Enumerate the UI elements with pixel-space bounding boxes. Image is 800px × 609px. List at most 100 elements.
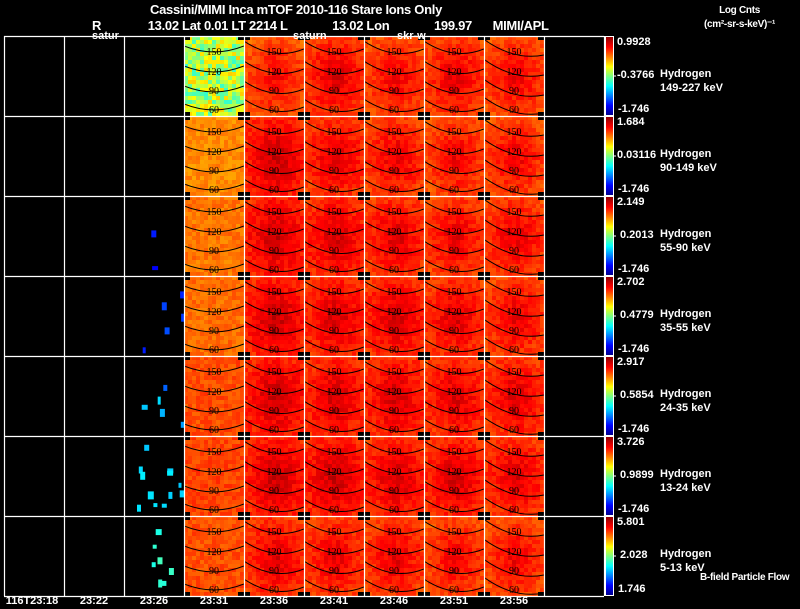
image-tile (304, 276, 364, 356)
image-tile (184, 516, 244, 596)
contour-label: 60 (269, 505, 279, 516)
contour-label: 90 (449, 326, 459, 337)
contour-label: 120 (447, 467, 462, 478)
contour-label: 150 (267, 127, 282, 138)
sparse-data-dot (164, 327, 170, 335)
image-tile (364, 276, 424, 356)
contour-label: 60 (509, 185, 519, 196)
sparse-data-dot (152, 266, 159, 271)
contour-label: 150 (267, 527, 282, 538)
contour-label: 90 (269, 86, 279, 97)
sparse-data-dot (158, 579, 163, 588)
sparse-data-dot (142, 347, 146, 354)
contour-label: 90 (329, 566, 339, 577)
contour-label: 120 (447, 227, 462, 238)
contour-label: 120 (387, 227, 402, 238)
contour-label: 60 (329, 265, 339, 276)
contour-label: 120 (447, 547, 462, 558)
contour-label: 150 (447, 127, 462, 138)
contour-label: 90 (389, 86, 399, 97)
contour-label: 120 (267, 307, 282, 318)
contour-label: 120 (447, 307, 462, 318)
contour-label: 90 (449, 486, 459, 497)
contour-label: 90 (329, 326, 339, 337)
contour-label: 60 (329, 105, 339, 116)
contour-label: 120 (387, 67, 402, 78)
contour-label: 150 (387, 447, 402, 458)
contour-label: 150 (267, 367, 282, 378)
contour-label: 150 (387, 287, 402, 298)
contour-label: 150 (207, 447, 222, 458)
contour-label: 90 (449, 246, 459, 257)
contour-label: 150 (387, 127, 402, 138)
image-tile (424, 196, 484, 276)
contour-label: 120 (447, 387, 462, 398)
contour-label: 120 (267, 547, 282, 558)
contour-label: 120 (267, 227, 282, 238)
contour-label: 150 (207, 367, 222, 378)
contour-label: 120 (267, 467, 282, 478)
contour-label: 60 (209, 185, 219, 196)
sparse-data-dot (180, 421, 185, 428)
sparse-data-dot (155, 529, 162, 536)
time-tick-label: 23:22 (79, 595, 109, 607)
image-tile (484, 36, 544, 116)
contour-label: 60 (449, 105, 459, 116)
contour-label: 90 (209, 246, 219, 257)
image-tile (244, 276, 304, 356)
channel-energy-label: 13-24 keV (660, 482, 711, 494)
contour-label: 90 (269, 326, 279, 337)
colorbar-max-label: 1.684 (617, 116, 645, 128)
lon-readout: 13.02 Lon (332, 18, 390, 33)
contour-label: 120 (267, 147, 282, 158)
colorbar-max-label: 3.726 (617, 436, 645, 448)
sparse-data-dot (168, 568, 174, 575)
sparse-data-dot (168, 491, 173, 499)
contour-label: 120 (507, 227, 522, 238)
image-tile (184, 276, 244, 356)
contour-label: 150 (507, 367, 522, 378)
contour-label: 60 (329, 345, 339, 356)
contour-label: 60 (449, 585, 459, 596)
contour-label: 90 (209, 166, 219, 177)
sparse-data-dot (179, 490, 185, 498)
contour-label: 120 (327, 307, 342, 318)
sparse-data-dot (153, 503, 158, 508)
sparse-data-dot (137, 504, 141, 512)
image-tile (364, 516, 424, 596)
contour-label: 90 (209, 566, 219, 577)
time-tick-label: 23:51 (439, 595, 469, 607)
contour-label: 120 (207, 147, 222, 158)
image-tile (244, 116, 304, 196)
institution-label: MIMI/APL (492, 18, 549, 33)
contour-label: 90 (269, 566, 279, 577)
contour-label: 60 (329, 585, 339, 596)
contour-label: 60 (209, 105, 219, 116)
contour-label: 120 (507, 67, 522, 78)
contour-label: 60 (509, 585, 519, 596)
image-tile (424, 436, 484, 516)
contour-label: 150 (507, 47, 522, 58)
contour-label: 120 (507, 387, 522, 398)
contour-label: 90 (209, 486, 219, 497)
units-label: Log Cnts (cm²-sr-s-keV)⁻¹ (704, 4, 775, 32)
channel-energy-label: 55-90 keV (660, 242, 711, 254)
position-readout: R 13.02 Lat 0.01 LT 2214 L 13.02 Lon 199… (92, 18, 549, 33)
image-tile (364, 116, 424, 196)
colorbar-max-label: 2.149 (617, 196, 645, 208)
colorbar-max-label: 5.801 (617, 516, 645, 528)
contour-label: 120 (207, 467, 222, 478)
contour-label: 90 (389, 566, 399, 577)
contour-label: 90 (389, 406, 399, 417)
contour-label: 150 (327, 527, 342, 538)
colorbar (606, 277, 613, 355)
contour-label: 90 (509, 486, 519, 497)
image-tile (304, 116, 364, 196)
sparse-data-dot (151, 562, 156, 568)
time-tick-label: 23:26 (139, 595, 169, 607)
image-tile (364, 436, 424, 516)
image-tile (424, 516, 484, 596)
contour-label: 150 (267, 47, 282, 58)
contour-label: 150 (387, 527, 402, 538)
contour-label: 60 (329, 185, 339, 196)
